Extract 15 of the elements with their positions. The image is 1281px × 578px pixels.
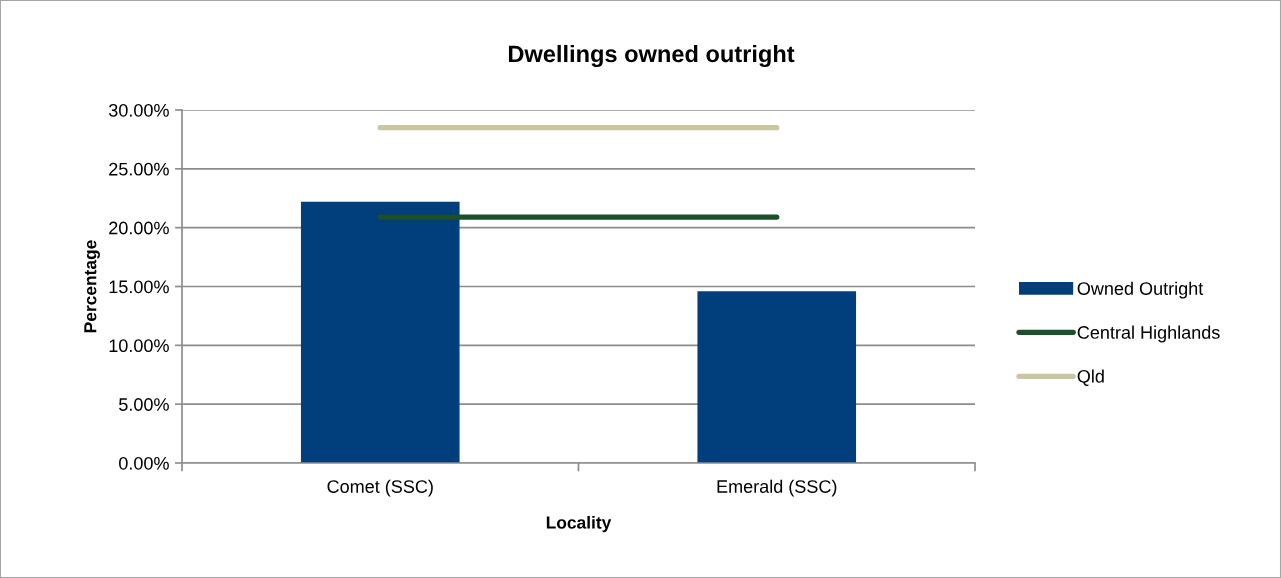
chart-title: Dwellings owned outright: [508, 44, 795, 68]
y-tick-label: 25.00%: [109, 162, 169, 176]
x-tick-label: Comet (SSC): [327, 479, 433, 497]
y-tick-label: 30.00%: [108, 103, 169, 117]
x-axis-title: Locality: [546, 515, 612, 533]
x-tick-label: Emerald (SSC): [717, 479, 837, 497]
y-tick-label: 5.00%: [119, 398, 169, 411]
y-axis-title: Percentage: [84, 240, 100, 333]
y-tick-label: 0.00%: [119, 456, 169, 470]
legend-label: Owned Outright: [1077, 281, 1204, 299]
legend-label: Qld: [1077, 369, 1104, 386]
y-tick-label: 15.00%: [109, 280, 169, 294]
y-tick-label: 20.00%: [109, 221, 169, 235]
y-tick-label: 10.00%: [109, 339, 169, 353]
legend-label: Central Highlands: [1077, 325, 1220, 343]
